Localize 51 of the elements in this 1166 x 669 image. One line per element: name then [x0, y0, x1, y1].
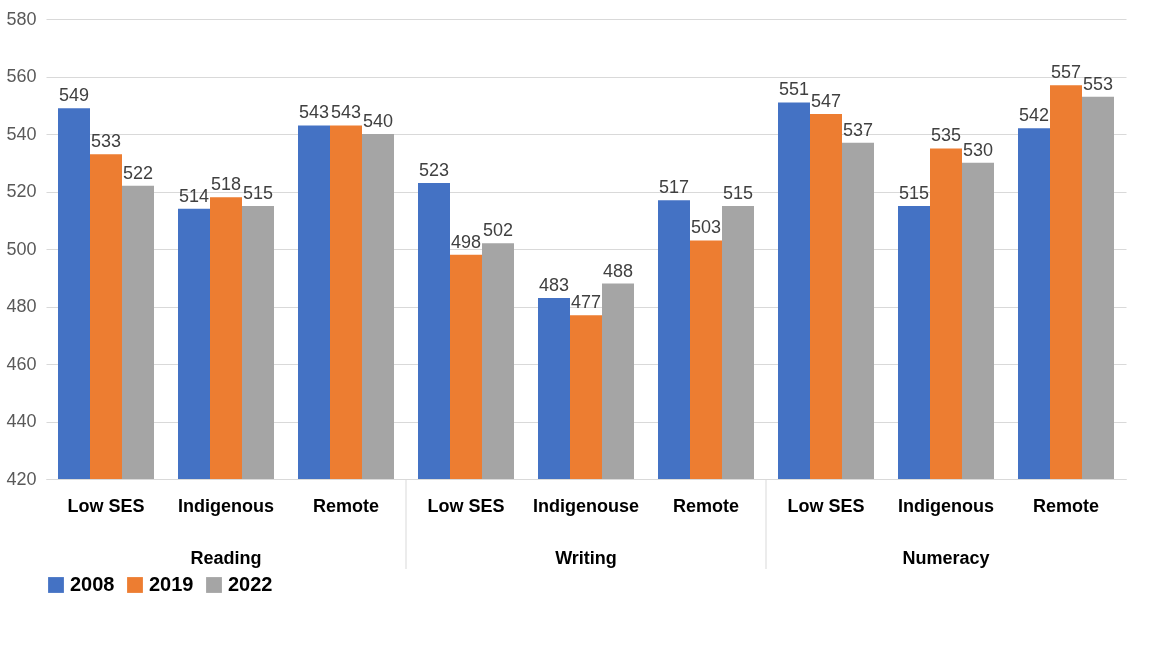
y-tick-label: 540: [6, 123, 37, 144]
y-tick-label: 580: [6, 8, 37, 29]
legend-label: 2019: [149, 573, 194, 595]
data-label: 522: [122, 162, 154, 183]
text: Numeracy: [902, 548, 990, 568]
data-label: 502: [482, 220, 514, 241]
data-label: 553: [1082, 73, 1114, 94]
data-label: 523: [418, 159, 450, 180]
y-tick-label: 520: [6, 181, 37, 201]
data-label: 514: [178, 185, 210, 206]
text: Writing: [555, 548, 617, 568]
y-tick-label: 460: [6, 353, 37, 374]
legend-label: 2008: [70, 573, 115, 595]
data-label: 557: [1050, 62, 1082, 83]
data-label: 547: [810, 90, 842, 111]
data-label: 540: [362, 111, 394, 131]
x-tick-label: Low SES: [787, 495, 865, 516]
data-label: 535: [930, 125, 962, 146]
x-tick-label: Remote: [672, 495, 740, 516]
legend-label: 2022: [228, 573, 273, 595]
data-label: 537: [842, 119, 874, 140]
y-tick-label: 420: [6, 468, 37, 489]
x-tick-label: Indigenous: [178, 495, 274, 516]
data-label: 503: [690, 217, 722, 238]
x-tick-label: Low SES: [427, 495, 505, 516]
x-tick-label: Remote: [312, 495, 380, 516]
data-label: 515: [898, 182, 930, 203]
data-label: 551: [778, 79, 810, 100]
data-label: 543: [298, 102, 330, 123]
data-label: 530: [962, 139, 994, 160]
data-label: 498: [450, 231, 482, 252]
data-label: 542: [1018, 105, 1050, 126]
y-tick-label: 440: [6, 411, 37, 431]
text: Reading: [190, 548, 262, 568]
data-label: 483: [538, 274, 570, 295]
y-tick-label: 560: [6, 66, 37, 86]
data-label: 515: [722, 182, 754, 203]
data-label: 549: [58, 85, 90, 106]
data-label: 533: [90, 131, 122, 152]
data-label: 517: [658, 177, 690, 198]
data-label: 543: [330, 102, 362, 123]
data-label: 515: [242, 182, 274, 203]
x-tick-label: Indigenouse: [532, 495, 640, 516]
x-tick-label: Indigenous: [898, 495, 994, 516]
x-tick-label: Remote: [1032, 495, 1100, 516]
data-label: 518: [210, 174, 242, 195]
data-label: 477: [570, 292, 602, 313]
x-tick-label: Low SES: [67, 495, 145, 516]
y-tick-label: 500: [6, 238, 37, 259]
y-tick-label: 480: [6, 296, 37, 316]
data-label: 488: [602, 260, 634, 281]
